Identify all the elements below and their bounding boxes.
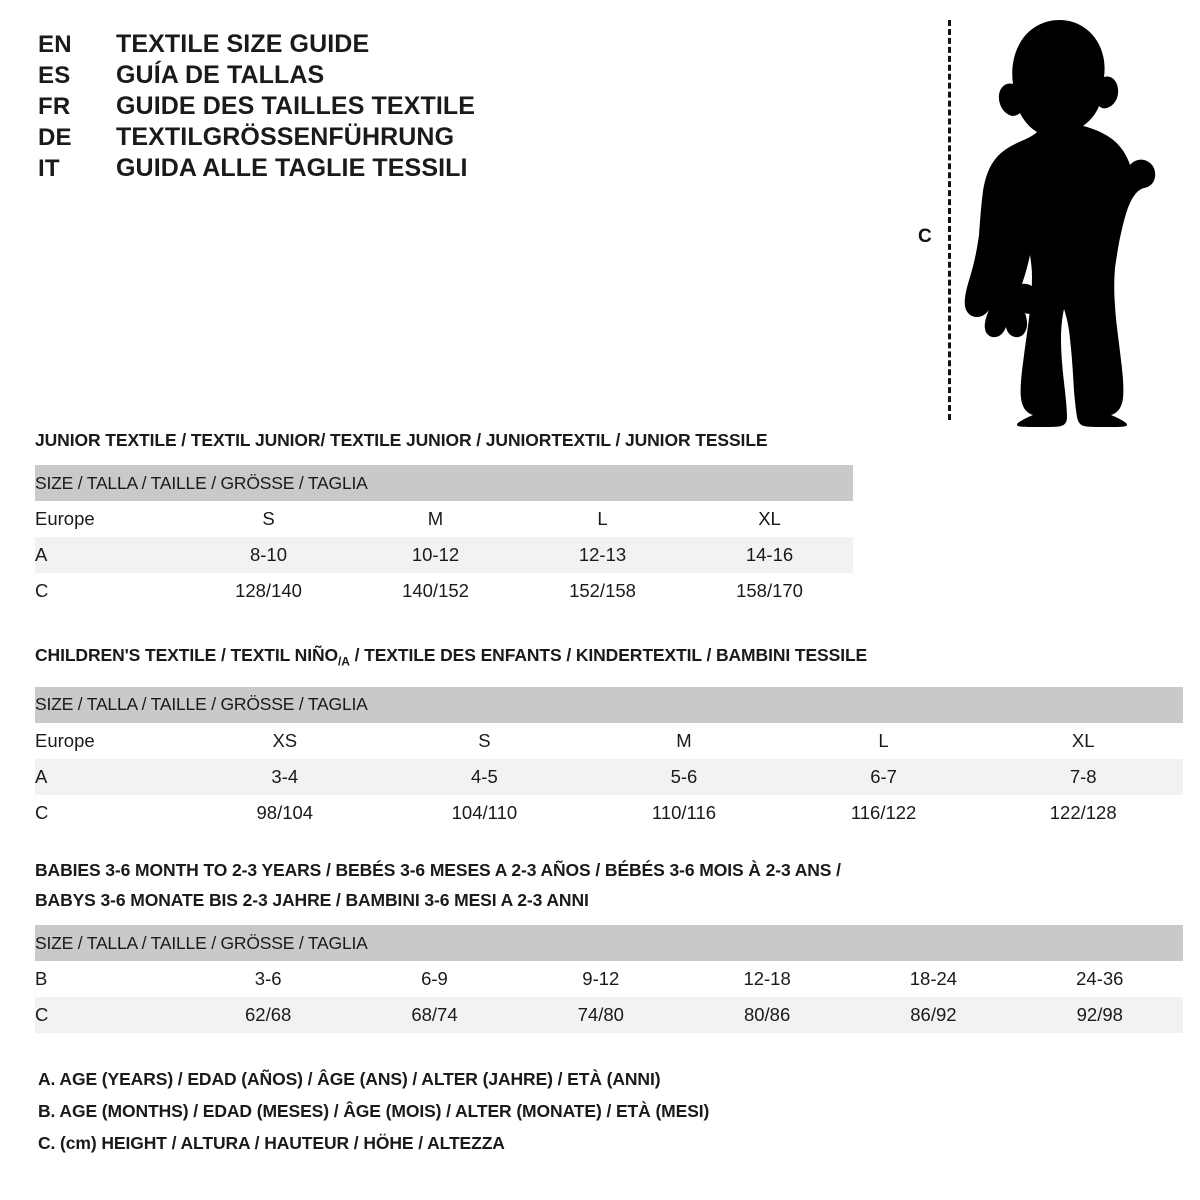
table-cell: 6-9 — [351, 961, 518, 997]
table-row: Europe S M L XL — [35, 501, 854, 537]
language-code: EN — [38, 31, 72, 58]
row-label: B — [35, 961, 186, 997]
section-babies-textile: BABIES 3-6 MONTH TO 2-3 YEARS / BEBÉS 3-… — [35, 855, 1183, 1033]
table-cell: 74/80 — [517, 997, 684, 1033]
table-cell: 12-18 — [683, 961, 851, 997]
language-title: TEXTILE SIZE GUIDE — [116, 30, 370, 58]
language-row: EN TEXTILE SIZE GUIDE — [38, 30, 558, 61]
table-cell: 68/74 — [351, 997, 518, 1033]
measurement-legend: A. AGE (YEARS) / EDAD (AÑOS) / ÂGE (ANS)… — [38, 1063, 709, 1159]
table-row: A 3-4 4-5 5-6 6-7 7-8 — [35, 758, 1183, 795]
table-cell: 3-6 — [185, 961, 352, 997]
table-cell: 98/104 — [185, 794, 385, 831]
table-cell: 92/98 — [1016, 997, 1183, 1033]
table-cell: 158/170 — [686, 573, 854, 609]
band-header-label: SIZE / TALLA / TAILLE / GRÖSSE / TAGLIA — [35, 465, 854, 501]
row-label: C — [35, 573, 185, 609]
children-size-table: SIZE / TALLA / TAILLE / GRÖSSE / TAGLIA … — [35, 686, 1183, 831]
table-cell: L — [783, 722, 984, 759]
legend-line-c: C. (cm) HEIGHT / ALTURA / HAUTEUR / HÖHE… — [38, 1133, 505, 1153]
table-cell: M — [352, 501, 519, 537]
babies-size-table: SIZE / TALLA / TAILLE / GRÖSSE / TAGLIA … — [35, 925, 1183, 1033]
table-cell: 6-7 — [783, 758, 984, 795]
height-measure-label: C — [918, 226, 932, 247]
table-band-header-row: SIZE / TALLA / TAILLE / GRÖSSE / TAGLIA — [35, 925, 1183, 961]
table-cell: 104/110 — [384, 794, 585, 831]
table-row: C 128/140 140/152 152/158 158/170 — [35, 573, 854, 609]
row-label: C — [35, 794, 185, 831]
table-cell: 62/68 — [185, 997, 352, 1033]
height-dashed-line — [948, 20, 951, 420]
table-cell: 8-10 — [185, 537, 352, 573]
table-cell: 18-24 — [850, 961, 1017, 997]
table-cell: 5-6 — [584, 758, 784, 795]
table-cell: 110/116 — [584, 794, 784, 831]
section-title-babies-line2: BABYS 3-6 MONATE BIS 2-3 JAHRE / BAMBINI… — [35, 890, 589, 910]
row-label: A — [35, 758, 185, 795]
table-cell: 152/158 — [519, 573, 686, 609]
section-title-children-subscript: /A — [338, 654, 350, 669]
table-band-header-row: SIZE / TALLA / TAILLE / GRÖSSE / TAGLIA — [35, 686, 1183, 723]
language-title: GUIDE DES TAILLES TEXTILE — [116, 92, 476, 120]
table-cell: 10-12 — [352, 537, 519, 573]
language-row: DE TEXTILGRÖSSENFÜHRUNG — [38, 123, 558, 154]
section-title-children-suffix: / TEXTILE DES ENFANTS / KINDERTEXTIL / B… — [349, 645, 868, 665]
language-code: ES — [38, 62, 71, 89]
table-cell: L — [519, 501, 686, 537]
table-cell: 9-12 — [517, 961, 684, 997]
row-label: C — [35, 997, 186, 1033]
table-cell: 116/122 — [783, 794, 984, 831]
band-header-label: SIZE / TALLA / TAILLE / GRÖSSE / TAGLIA — [35, 686, 1183, 723]
table-cell: 12-13 — [519, 537, 686, 573]
table-cell: 80/86 — [683, 997, 851, 1033]
legend-line-a: A. AGE (YEARS) / EDAD (AÑOS) / ÂGE (ANS)… — [38, 1069, 661, 1089]
height-measure-figure: C — [900, 8, 1180, 433]
row-label: Europe — [35, 501, 185, 537]
section-title-babies-line1: BABIES 3-6 MONTH TO 2-3 YEARS / BEBÉS 3-… — [35, 860, 841, 880]
language-code: IT — [38, 155, 60, 182]
table-cell: 140/152 — [352, 573, 519, 609]
table-cell: S — [384, 722, 585, 759]
table-cell: S — [185, 501, 352, 537]
language-row: ES GUÍA DE TALLAS — [38, 61, 558, 92]
table-row: C 98/104 104/110 110/116 116/122 122/128 — [35, 794, 1183, 831]
table-cell: 122/128 — [983, 794, 1183, 831]
table-cell: 86/92 — [850, 997, 1017, 1033]
table-cell: M — [584, 722, 784, 759]
table-row: C 62/68 68/74 74/80 80/86 86/92 92/98 — [35, 997, 1183, 1033]
table-cell: 24-36 — [1016, 961, 1183, 997]
junior-size-table: SIZE / TALLA / TAILLE / GRÖSSE / TAGLIA … — [35, 465, 854, 609]
band-header-label: SIZE / TALLA / TAILLE / GRÖSSE / TAGLIA — [35, 925, 1183, 961]
section-junior-textile: JUNIOR TEXTILE / TEXTIL JUNIOR/ TEXTILE … — [35, 425, 854, 609]
legend-line-b: B. AGE (MONTHS) / EDAD (MESES) / ÂGE (MO… — [38, 1101, 710, 1121]
toddler-silhouette-icon — [964, 20, 1156, 427]
table-row: Europe XS S M L XL — [35, 722, 1183, 759]
section-title-junior: JUNIOR TEXTILE / TEXTIL JUNIOR/ TEXTILE … — [35, 430, 768, 450]
language-title: GUIDA ALLE TAGLIE TESSILI — [116, 154, 468, 182]
table-cell: 14-16 — [686, 537, 854, 573]
row-label: Europe — [35, 722, 185, 759]
language-row: FR GUIDE DES TAILLES TEXTILE — [38, 92, 558, 123]
section-childrens-textile: CHILDREN'S TEXTILE / TEXTIL NIÑO/A / TEX… — [35, 640, 1183, 831]
language-header-block: EN TEXTILE SIZE GUIDE ES GUÍA DE TALLAS … — [38, 30, 558, 185]
table-cell: 4-5 — [384, 758, 585, 795]
table-row: B 3-6 6-9 9-12 12-18 18-24 24-36 — [35, 961, 1183, 997]
table-cell: 128/140 — [185, 573, 352, 609]
language-row: IT GUIDA ALLE TAGLIE TESSILI — [38, 154, 558, 185]
table-band-header-row: SIZE / TALLA / TAILLE / GRÖSSE / TAGLIA — [35, 465, 854, 501]
table-cell: XL — [686, 501, 854, 537]
language-title: TEXTILGRÖSSENFÜHRUNG — [116, 123, 455, 151]
table-cell: 3-4 — [185, 758, 385, 795]
table-cell: 7-8 — [983, 758, 1183, 795]
table-cell: XL — [983, 722, 1183, 759]
table-row: A 8-10 10-12 12-13 14-16 — [35, 537, 854, 573]
language-code: FR — [38, 93, 71, 120]
language-title: GUÍA DE TALLAS — [116, 61, 325, 89]
language-code: DE — [38, 124, 72, 151]
section-title-children-prefix: CHILDREN'S TEXTILE / TEXTIL NIÑO — [35, 645, 339, 665]
row-label: A — [35, 537, 185, 573]
section-title-children: CHILDREN'S TEXTILE / TEXTIL NIÑO/A / TEX… — [35, 640, 1183, 677]
table-cell: XS — [185, 722, 385, 759]
